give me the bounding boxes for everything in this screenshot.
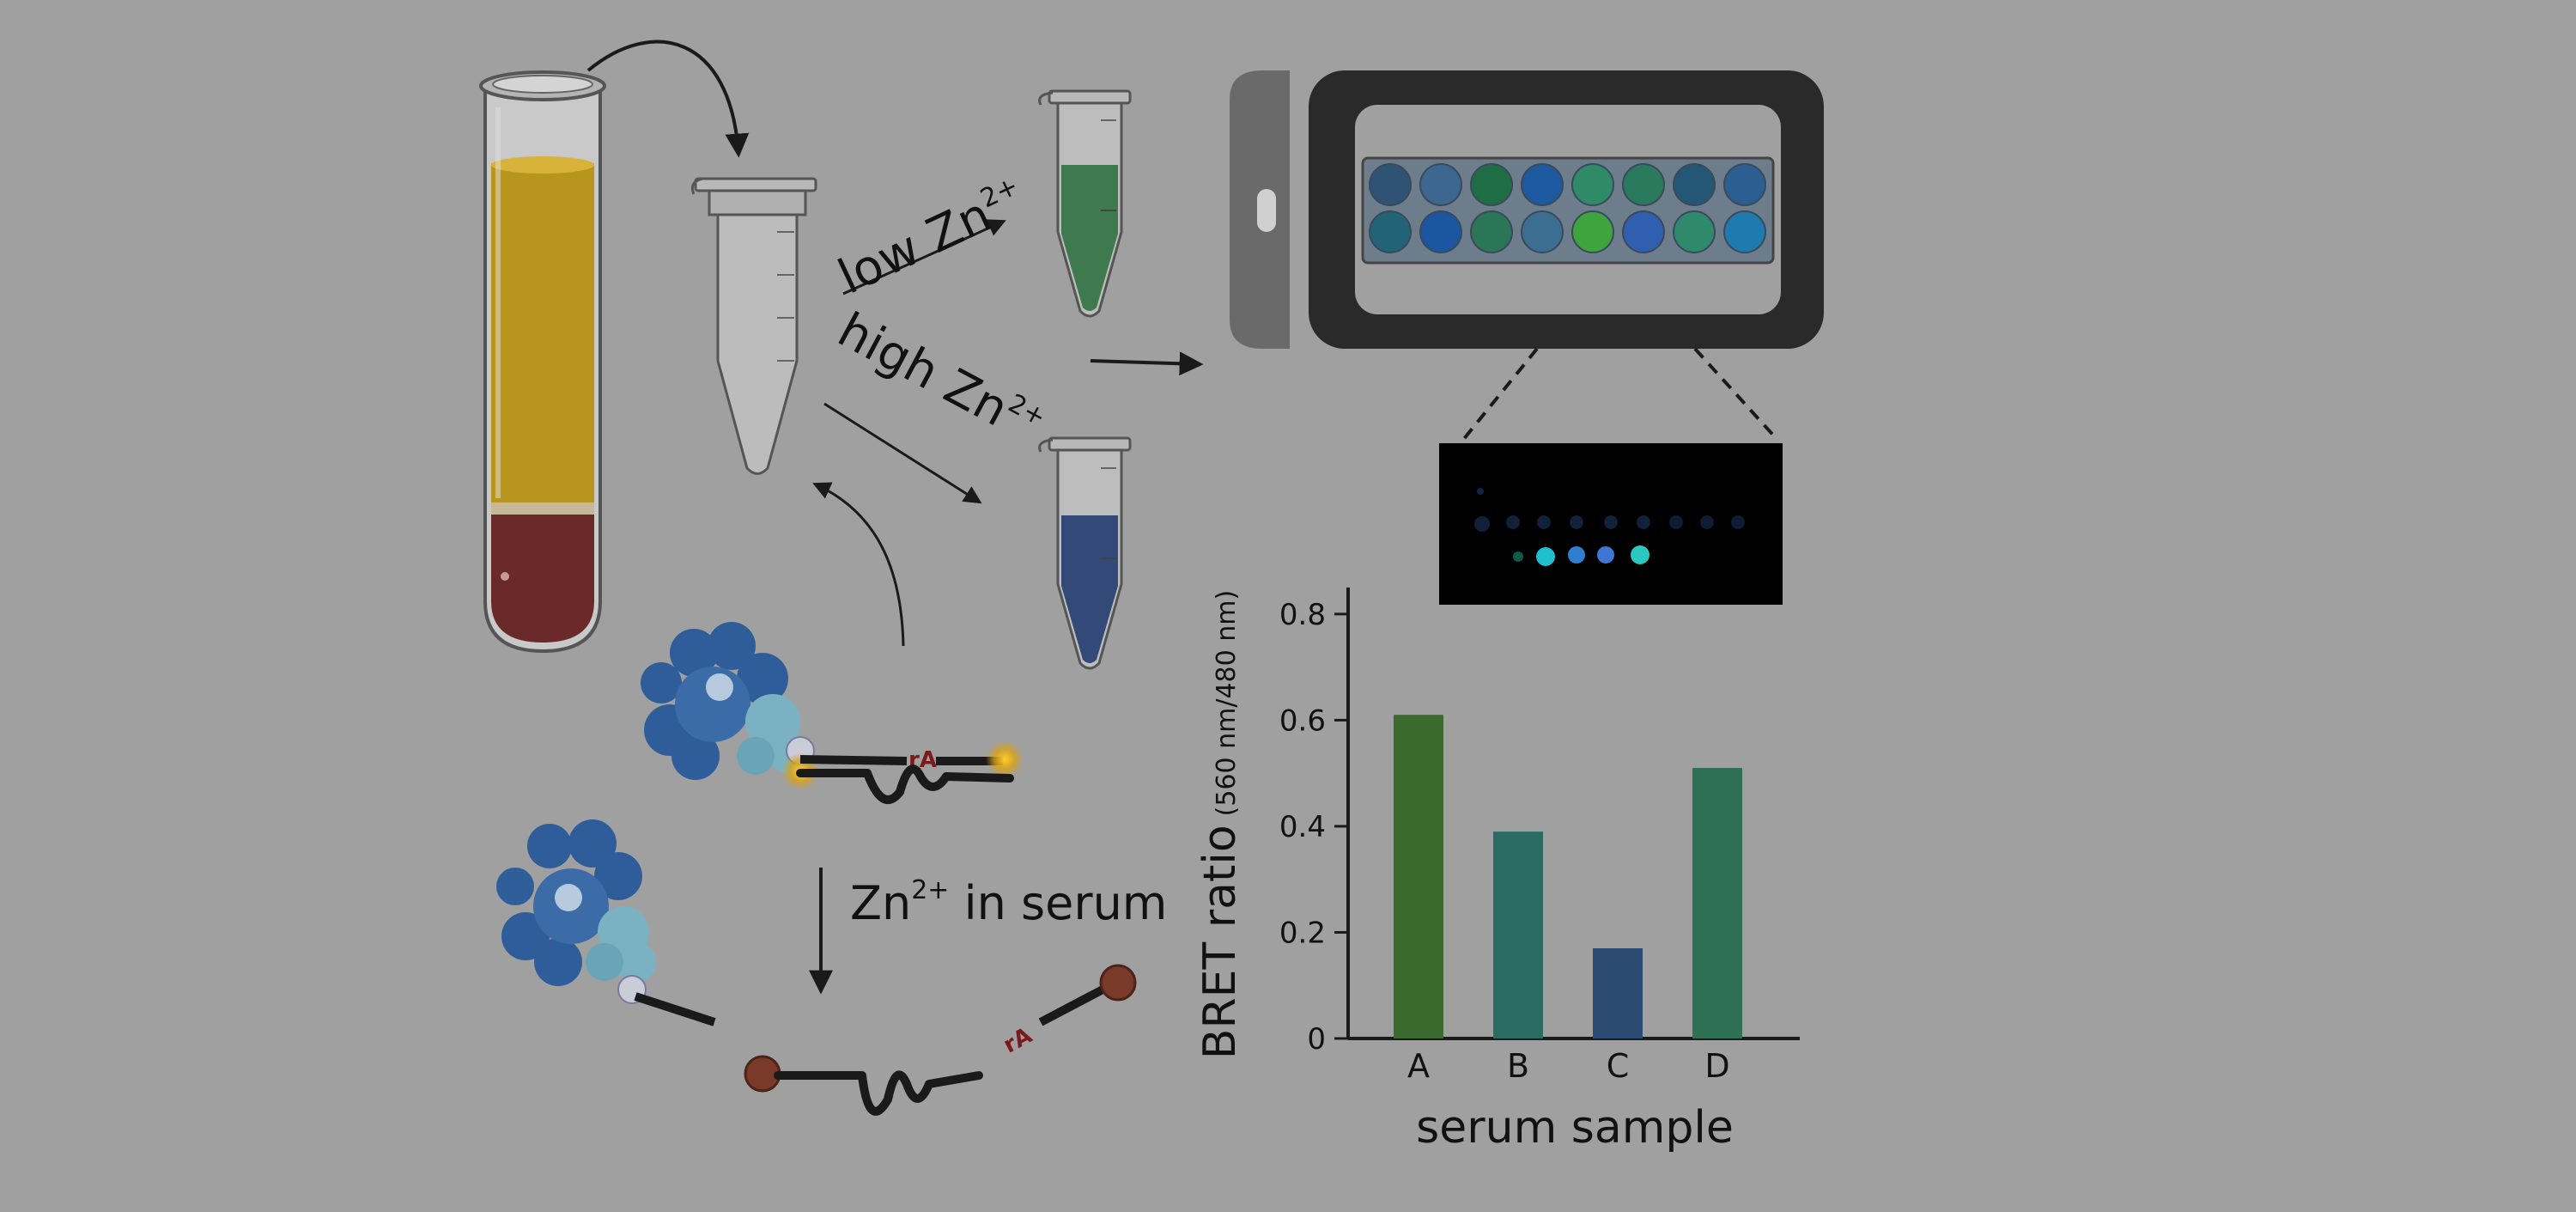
well-plate-wells — [1369, 163, 1766, 253]
arrow-low — [842, 219, 1006, 295]
plate-well — [1571, 163, 1614, 206]
luminescence-image — [1439, 443, 1783, 605]
bar-A — [1394, 715, 1443, 1038]
y-tick-label: 0.2 — [1279, 916, 1326, 950]
y-tick-label: 0.4 — [1279, 810, 1326, 844]
y-axis-label: BRET ratio(560 nm/480 nm) — [1194, 590, 1246, 1059]
plate-well — [1419, 163, 1462, 206]
plate-well — [1369, 210, 1412, 253]
arrow-high — [823, 402, 982, 504]
green-liquid — [1061, 165, 1118, 311]
x-tick-label: A — [1407, 1047, 1430, 1085]
y-tick-label: 0.8 — [1279, 598, 1326, 632]
arrow-transfer — [586, 40, 750, 158]
blood-tube — [479, 70, 606, 654]
plate-well — [1673, 163, 1716, 206]
bret-bar-chart: 0 0.2 0.4 0.6 0.8 A B C D serum sample BRET rat… — [1194, 588, 1800, 1154]
plate-well — [1723, 210, 1766, 253]
x-tick-label: D — [1704, 1047, 1729, 1085]
plate-well — [1622, 210, 1665, 253]
svg-text:low Zn2+: low Zn2+ — [830, 171, 1034, 306]
x-axis-label: serum sample — [1416, 1102, 1734, 1154]
bar-B — [1493, 831, 1543, 1038]
bar-C — [1593, 948, 1643, 1038]
plate-well — [1521, 210, 1564, 253]
plate-well — [1419, 210, 1462, 253]
plate-well — [1673, 210, 1716, 253]
plate-well — [1521, 163, 1564, 206]
bar-D — [1692, 768, 1742, 1038]
serum-layer — [491, 163, 594, 502]
sample-tube-low — [1038, 89, 1132, 318]
y-tick-label: 0 — [1307, 1022, 1326, 1057]
zoom-line-left — [1461, 347, 1539, 442]
x-tick-label: C — [1607, 1047, 1630, 1085]
conical-tube — [690, 177, 817, 475]
plate-well — [1470, 163, 1513, 206]
imaging-device — [1230, 70, 1824, 349]
sample-tube-high — [1038, 436, 1132, 670]
sensor-complex: rA — [641, 622, 1024, 805]
x-tick-label: B — [1507, 1047, 1529, 1085]
buffy-coat — [491, 502, 594, 515]
zoom-line-right — [1693, 347, 1779, 442]
high-zn-label: high Zn2+ — [829, 302, 1050, 456]
svg-text:high Zn2+: high Zn2+ — [829, 302, 1050, 456]
cleaved-products: rA — [496, 819, 1137, 1116]
plate-well — [1622, 163, 1665, 206]
arrow-to-device — [1090, 351, 1204, 376]
low-zn-label: low Zn2+ — [830, 171, 1034, 306]
ra-label-2: rA — [999, 1023, 1036, 1059]
y-tick-label: 0.6 — [1279, 703, 1326, 738]
plate-well — [1723, 163, 1766, 206]
plate-well — [1571, 210, 1614, 253]
arrow-add-sensor — [812, 482, 905, 647]
plate-well — [1470, 210, 1513, 253]
plate-well — [1369, 163, 1412, 206]
blue-liquid — [1061, 515, 1118, 663]
zn-in-serum-label: Zn2+ in serum — [850, 875, 1167, 930]
well-plate — [1361, 156, 1775, 265]
blood-layer — [491, 515, 594, 643]
